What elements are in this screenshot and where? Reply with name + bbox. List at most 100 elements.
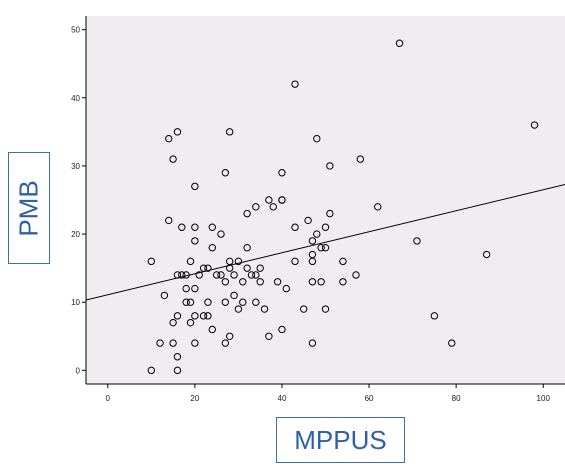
x-axis-label-box: MPPUS [276,417,405,463]
data-point [178,223,186,231]
data-point [169,155,177,163]
x-tick-label: 80 [452,394,461,403]
data-point [317,244,325,252]
data-point [265,196,273,204]
data-point [169,339,177,347]
data-point [356,155,365,163]
data-point [413,237,421,245]
data-point [204,312,212,320]
data-point [300,305,308,313]
y-axis-label: PMB [13,179,44,237]
data-point [308,278,317,286]
data-point [313,134,321,143]
data-point [234,257,243,266]
data-point [230,291,238,300]
data-point [195,271,203,279]
data-point [199,264,208,272]
data-point [165,134,173,143]
data-point [265,332,273,340]
data-point [239,278,247,286]
data-point [352,271,360,279]
data-point [160,291,169,300]
data-point [252,298,260,306]
data-point [269,203,277,211]
data-point [173,271,182,279]
y-tick-label: 30 [71,162,80,171]
data-point [208,244,216,252]
data-point [291,80,299,88]
data-point [308,237,317,245]
data-point [239,298,247,306]
regression-line-group [86,184,565,301]
data-point [278,196,286,204]
data-point [186,257,195,266]
data-point [221,298,230,306]
data-point [178,271,186,279]
y-tick-label: 20 [71,230,80,239]
data-point [482,250,491,259]
data-point [173,366,182,375]
data-points [147,39,539,375]
data-point [173,353,182,361]
data-point [191,312,199,320]
data-point [430,312,439,320]
data-point [260,305,269,313]
data-point [208,223,216,231]
data-point [308,257,317,266]
data-point [147,257,156,266]
data-point [156,339,164,347]
data-point [226,128,234,136]
y-axis-ticks: 0 10 20 30 40 50 [71,26,86,375]
data-point [191,237,199,245]
data-point [252,203,260,211]
data-point [321,223,330,231]
data-point [243,244,251,252]
data-point [204,298,212,306]
data-point [273,278,282,286]
data-point [212,271,221,279]
data-point [278,169,286,177]
data-point [326,209,334,218]
data-point [191,223,199,231]
data-point [256,278,264,286]
x-axis-label: MPPUS [294,424,387,455]
data-point [217,271,225,279]
x-tick-label: 60 [365,394,374,403]
data-point [182,298,190,306]
data-point [308,339,317,347]
data-point [252,271,260,279]
data-point [339,278,347,286]
data-point [221,278,230,286]
data-point [304,216,312,225]
data-point [395,39,404,47]
data-point [530,121,539,129]
data-point [339,257,347,266]
x-axis-ticks: 0 20 40 60 80 100 [106,384,551,403]
y-tick-label: 0 [76,366,81,375]
plot-area [86,16,565,384]
data-point [243,209,251,218]
data-point [326,162,334,170]
data-point [221,169,230,177]
data-point [191,339,199,347]
data-point [147,366,156,375]
data-point [374,203,382,211]
data-point [208,325,216,334]
y-tick-label: 10 [71,298,80,307]
data-point [256,264,264,272]
data-point [226,257,234,266]
data-point [291,223,299,231]
data-point [186,318,195,327]
x-tick-label: 100 [537,394,551,403]
y-tick-label: 50 [71,26,80,35]
data-point [313,230,321,238]
data-point [173,128,182,136]
data-point [291,257,299,266]
data-point [199,312,208,320]
y-axis-label-box: PMB [8,152,50,264]
x-tick-label: 20 [190,394,199,403]
regression-line [86,184,565,301]
data-point [165,216,173,225]
data-point [230,271,238,279]
